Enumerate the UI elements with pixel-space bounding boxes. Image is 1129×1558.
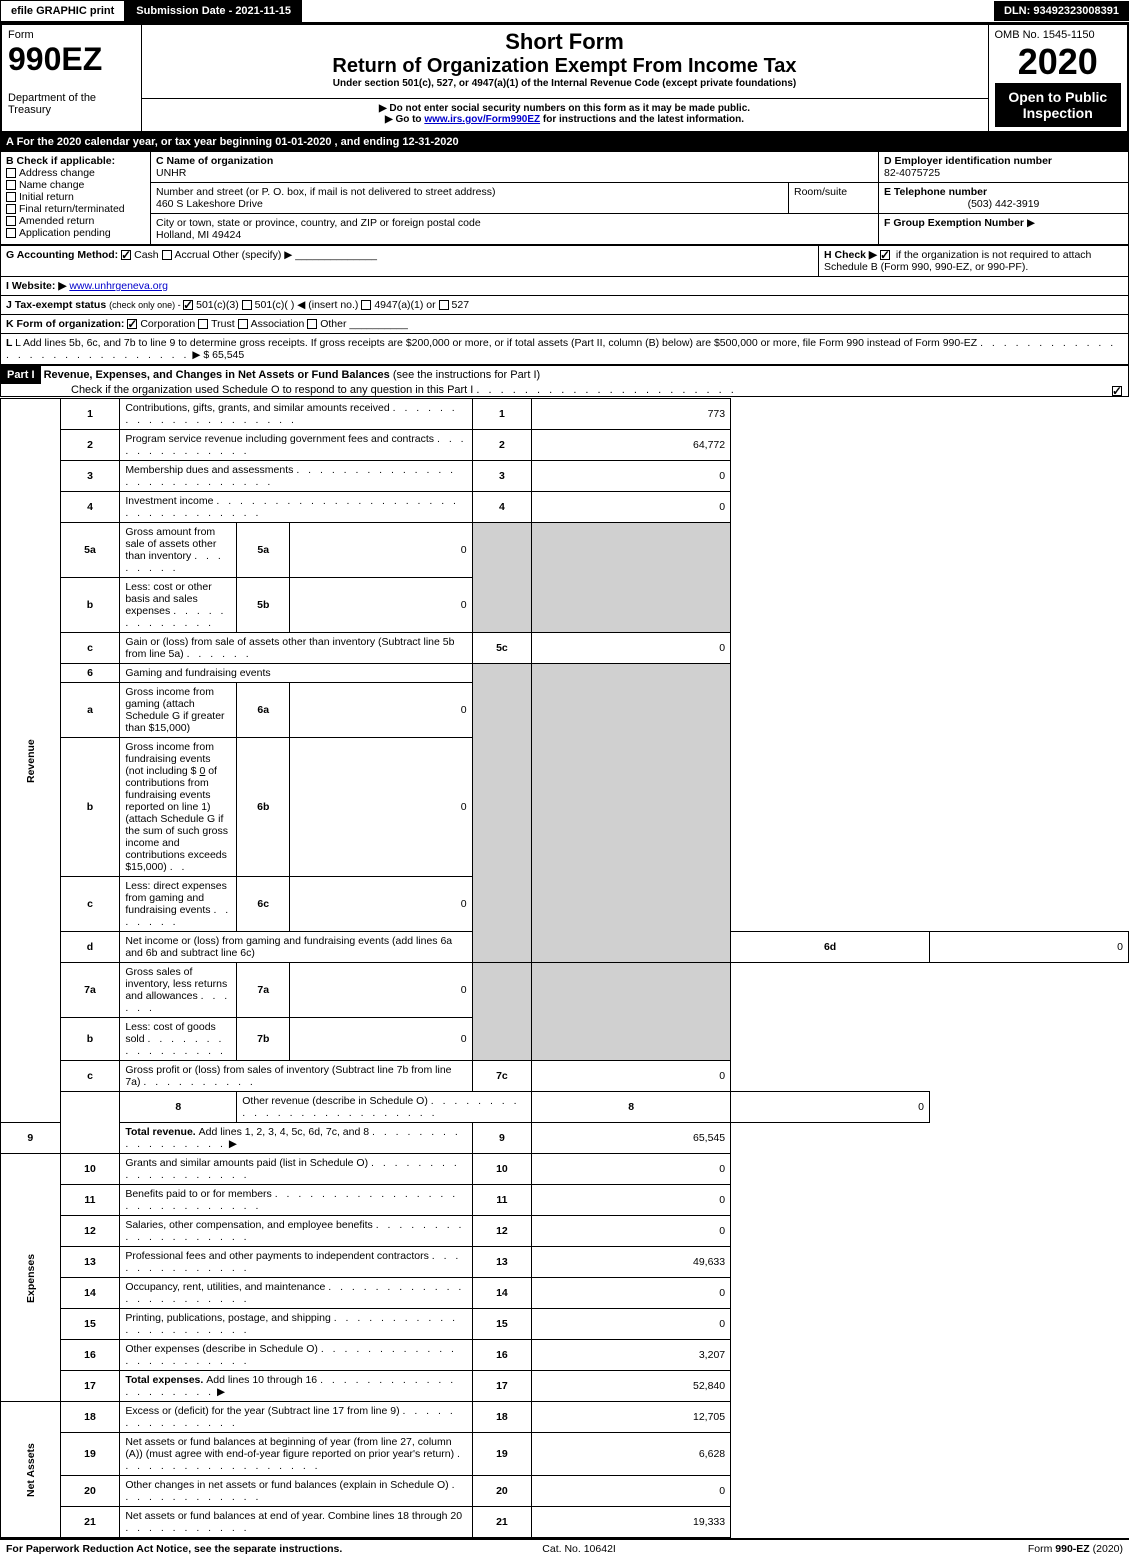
application-pending-checkbox[interactable] (6, 228, 16, 238)
cash-checkbox[interactable] (121, 250, 131, 260)
line12-value: 0 (532, 1216, 731, 1247)
box-l-text: L Add lines 5b, 6c, and 7b to line 9 to … (15, 337, 977, 349)
line6b-value: 0 (290, 738, 472, 877)
schedule-o-checkbox[interactable] (1112, 386, 1122, 396)
city-label: City or town, state or province, country… (156, 217, 481, 229)
arrow-icon: ▶ (1027, 217, 1035, 229)
line6a-value: 0 (290, 683, 472, 738)
line3-value: 0 (532, 461, 731, 492)
accrual-checkbox[interactable] (162, 250, 172, 260)
dln-label: DLN: 93492323008391 (994, 1, 1129, 21)
line14-value: 0 (532, 1278, 731, 1309)
501c3-checkbox[interactable] (183, 300, 193, 310)
no-ssn-text: ▶ Do not enter social security numbers o… (148, 103, 982, 114)
line11-value: 0 (532, 1185, 731, 1216)
expenses-vert-label: Expenses (1, 1154, 61, 1402)
form-header: Form 990EZ Department of the Treasury Sh… (0, 23, 1129, 133)
revenue-lines-table: Revenue 1 Contributions, gifts, grants, … (0, 398, 1129, 1538)
form-number: 990EZ (8, 41, 135, 78)
line4-value: 0 (532, 492, 731, 523)
efile-label: efile GRAPHIC print (0, 0, 125, 22)
city-value: Holland, MI 49424 (156, 229, 241, 241)
line1-value: 773 (532, 399, 731, 430)
top-bar: efile GRAPHIC print Submission Date - 20… (0, 0, 1129, 23)
section-a-period: A For the 2020 calendar year, or tax yea… (0, 133, 1129, 151)
org-info-table: B Check if applicable: Address change Na… (0, 151, 1129, 245)
line8-value: 0 (731, 1092, 930, 1123)
box-d-label: D Employer identification number (884, 155, 1052, 167)
box-k-label: K Form of organization: (6, 318, 124, 330)
line6d-value: 0 (930, 932, 1129, 963)
line10-value: 0 (532, 1154, 731, 1185)
527-checkbox[interactable] (439, 300, 449, 310)
phone-value: (503) 442-3919 (884, 198, 1123, 210)
line15-value: 0 (532, 1309, 731, 1340)
street-value: 460 S Lakeshore Drive (156, 198, 263, 210)
line6c-value: 0 (290, 877, 472, 932)
room-label: Room/suite (794, 186, 847, 198)
line21-value: 19,333 (532, 1507, 731, 1538)
address-change-checkbox[interactable] (6, 168, 16, 178)
line7c-value: 0 (532, 1061, 731, 1092)
street-label: Number and street (or P. O. box, if mail… (156, 186, 495, 198)
schedule-b-checkbox[interactable] (880, 250, 890, 260)
box-h-label: H Check ▶ (824, 249, 877, 261)
assoc-checkbox[interactable] (238, 319, 248, 329)
initial-return-checkbox[interactable] (6, 192, 16, 202)
omb-label: OMB No. 1545-1150 (995, 29, 1122, 41)
line17-value: 52,840 (532, 1371, 731, 1402)
trust-checkbox[interactable] (198, 319, 208, 329)
part1-title: Revenue, Expenses, and Changes in Net As… (44, 369, 393, 381)
netassets-vert-label: Net Assets (1, 1402, 61, 1538)
irs-link[interactable]: www.irs.gov/Form990EZ (424, 114, 540, 125)
tax-year: 2020 (995, 41, 1122, 83)
cat-no: Cat. No. 10642I (542, 1543, 616, 1555)
line19-value: 6,628 (532, 1433, 731, 1476)
website-link[interactable]: www.unhrgeneva.org (69, 280, 168, 292)
box-c-name-label: C Name of organization (156, 155, 273, 167)
open-public-badge: Open to Public Inspection (995, 83, 1122, 127)
box-g-label: G Accounting Method: (6, 249, 118, 261)
line18-value: 12,705 (532, 1402, 731, 1433)
4947-checkbox[interactable] (361, 300, 371, 310)
box-b-label: B Check if applicable: (6, 155, 115, 167)
form-footer: For Paperwork Reduction Act Notice, see … (0, 1538, 1129, 1558)
under-section-text: Under section 501(c), 527, or 4947(a)(1)… (148, 78, 982, 89)
amended-return-checkbox[interactable] (6, 216, 16, 226)
line5a-value: 0 (290, 523, 472, 578)
pra-notice: For Paperwork Reduction Act Notice, see … (6, 1543, 342, 1555)
dept-label: Department of the Treasury (8, 92, 135, 116)
box-j-label: J Tax-exempt status (6, 299, 109, 311)
line5b-value: 0 (290, 578, 472, 633)
line7b-value: 0 (290, 1018, 472, 1061)
line16-value: 3,207 (532, 1340, 731, 1371)
box-i-label: I Website: ▶ (6, 280, 66, 292)
line9-value: 65,545 (532, 1123, 731, 1154)
gross-receipts-value: $ 65,545 (203, 349, 244, 361)
goto-text: ▶ Go to www.irs.gov/Form990EZ for instru… (148, 114, 982, 125)
box-e-label: E Telephone number (884, 186, 987, 198)
name-change-checkbox[interactable] (6, 180, 16, 190)
corp-checkbox[interactable] (127, 319, 137, 329)
line2-value: 64,772 (532, 430, 731, 461)
short-form-title: Short Form (148, 29, 982, 55)
submission-date-button[interactable]: Submission Date - 2021-11-15 (125, 0, 302, 22)
part1-header: Part I (1, 366, 41, 384)
form-label: Form (8, 29, 135, 41)
revenue-vert-label: Revenue (1, 399, 61, 1123)
final-return-checkbox[interactable] (6, 204, 16, 214)
line20-value: 0 (532, 1476, 731, 1507)
ein-value: 82-4075725 (884, 167, 940, 179)
line5c-value: 0 (532, 633, 731, 664)
part1-check-line: Check if the organization used Schedule … (1, 384, 473, 396)
line13-value: 49,633 (532, 1247, 731, 1278)
other-org-checkbox[interactable] (307, 319, 317, 329)
return-title: Return of Organization Exempt From Incom… (148, 55, 982, 78)
501c-checkbox[interactable] (242, 300, 252, 310)
box-f-label: F Group Exemption Number (884, 217, 1024, 229)
org-name: UNHR (156, 167, 186, 179)
line7a-value: 0 (290, 963, 472, 1018)
accounting-table: G Accounting Method: Cash Accrual Other … (0, 245, 1129, 365)
footer-form-no: 990-EZ (1055, 1543, 1089, 1555)
